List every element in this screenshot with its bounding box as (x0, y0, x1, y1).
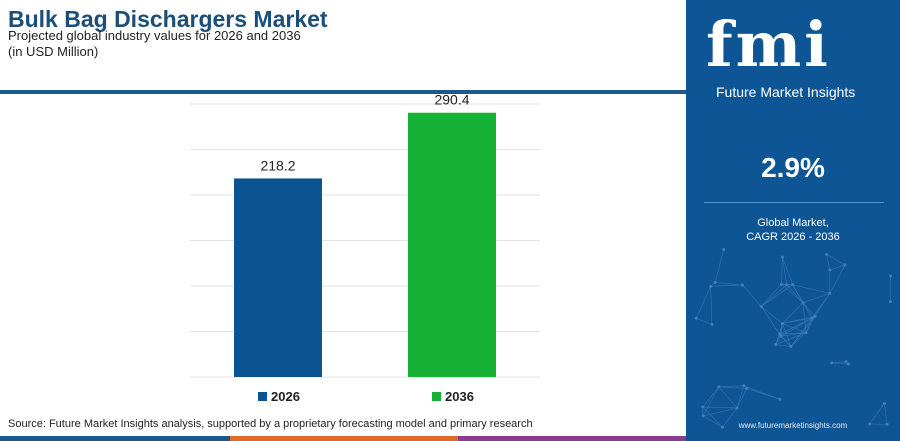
source-note: Source: Future Market Insights analysis,… (8, 418, 533, 430)
cagr-label-line-1: Global Market, (757, 217, 829, 229)
cagr-label: Global Market, CAGR 2026 - 2036 (686, 216, 900, 244)
header-divider (0, 90, 686, 94)
cagr-value: 2.9% (761, 152, 825, 183)
sidebar-network-pattern (694, 248, 893, 429)
legend-swatch-2036 (432, 392, 441, 401)
bar-2036 (408, 112, 496, 378)
sidebar-divider (704, 202, 884, 203)
subtitle-line-1: Projected global industry values for 202… (8, 28, 301, 43)
data-label-2036: 290.4 (434, 92, 469, 108)
logo-mark: fmi (706, 8, 831, 81)
page-title: Bulk Bag Dischargers Market (8, 6, 328, 32)
data-label-2026: 218.2 (260, 157, 295, 173)
logo-subtitle: Future Market Insights (716, 84, 856, 100)
bar-2026 (234, 178, 322, 377)
header: Bulk Bag Dischargers Market Projected gl… (0, 0, 686, 90)
legend-label-2026: 2026 (271, 389, 300, 404)
sidebar: fmi Future Market Insights 2.9% Global M… (686, 0, 900, 441)
legend-swatch-2026 (258, 392, 267, 401)
fmi-logo: fmi Future Market Insights (706, 8, 886, 101)
page-subtitle: Projected global industry values for 202… (8, 28, 301, 60)
cagr-label-line-2: CAGR 2026 - 2036 (746, 231, 840, 243)
bar-chart: 218.2 290.4 2026 2036 (190, 92, 540, 404)
subtitle-line-2: (in USD Million) (8, 44, 99, 59)
website-link[interactable]: www.futuremarketinsights.com (738, 421, 848, 430)
bottom-color-strip (0, 436, 686, 441)
legend-label-2036: 2036 (445, 389, 474, 404)
